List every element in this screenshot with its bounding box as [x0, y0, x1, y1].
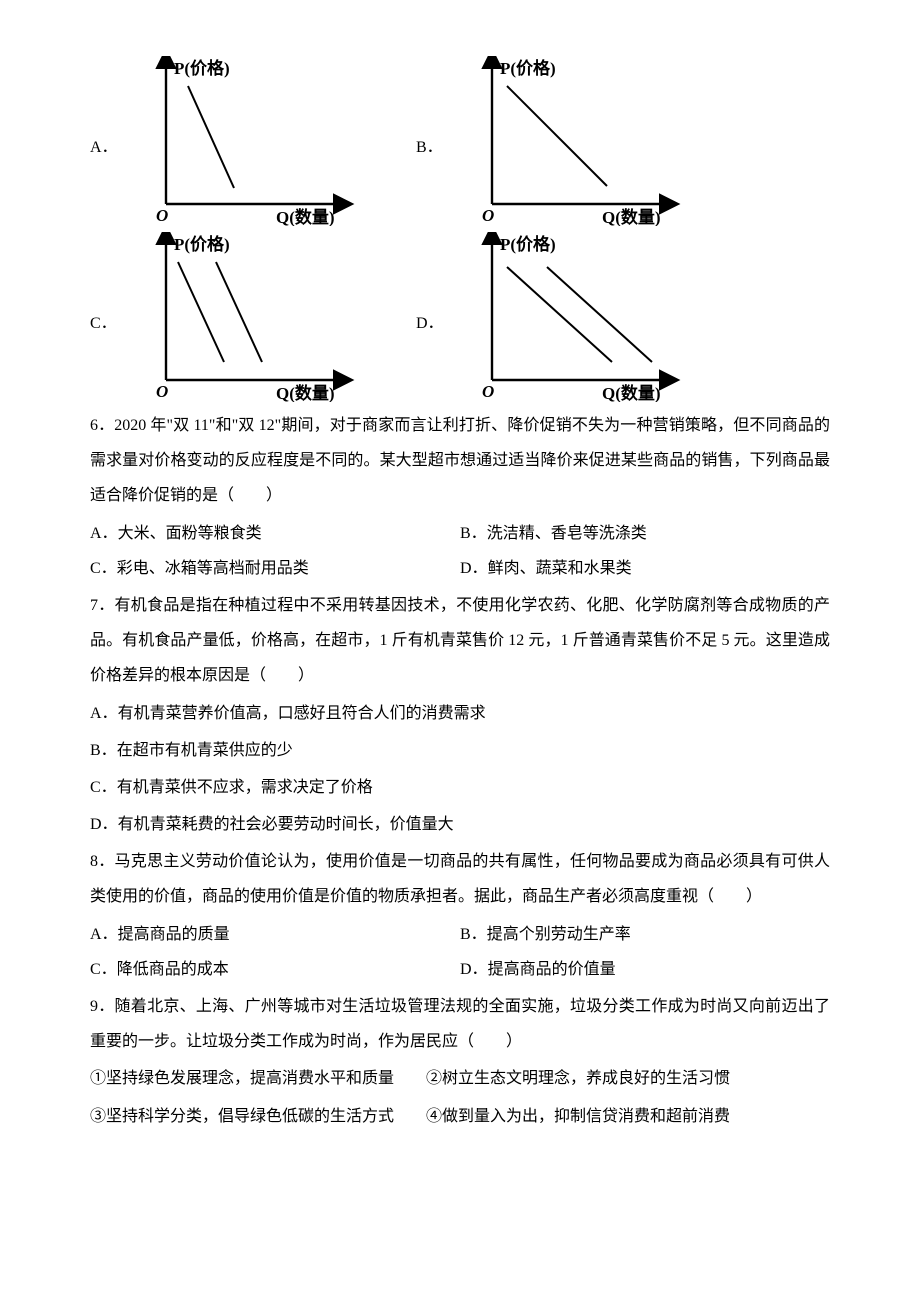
- axis-x-label: Q(数量): [602, 207, 661, 226]
- q6-text: 6．2020 年"双 11"和"双 12"期间，对于商家而言让利打折、降价促销不…: [90, 408, 830, 514]
- q9-text: 9．随着北京、上海、广州等城市对生活垃圾管理法规的全面实施，垃圾分类工作成为时尚…: [90, 989, 830, 1059]
- q8-text: 8．马克思主义劳动价值论认为，使用价值是一切商品的共有属性，任何物品要成为商品必…: [90, 844, 830, 914]
- origin-label: O: [156, 382, 168, 401]
- axis-y-label: P(价格): [500, 58, 556, 78]
- q6-options: A．大米、面粉等粮食类 B．洗洁精、香皂等洗涤类: [90, 516, 830, 551]
- q6-options-2: C．彩电、冰箱等高档耐用品类 D．鲜肉、蔬菜和水果类: [90, 551, 830, 586]
- axis-x-label: Q(数量): [276, 207, 335, 226]
- chart-option-a-label: A．: [90, 56, 126, 165]
- q8-options-2: C．降低商品的成本 D．提高商品的价值量: [90, 952, 830, 987]
- origin-label: O: [482, 382, 494, 401]
- chart-option-d-label: D．: [416, 232, 452, 341]
- axis-y-label: P(价格): [500, 234, 556, 254]
- chart-option-c-label: C．: [90, 232, 126, 341]
- q8-opt-a: A．提高商品的质量: [90, 926, 230, 943]
- q8-options: A．提高商品的质量 B．提高个别劳动生产率: [90, 917, 830, 952]
- q9-stmts-12: ①坚持绿色发展理念，提高消费水平和质量 ②树立生态文明理念，养成良好的生活习惯: [90, 1061, 830, 1096]
- chart-option-b-label: B．: [416, 56, 452, 165]
- q8-opt-b: B．提高个别劳动生产率: [460, 926, 631, 943]
- chart-a: P(价格) O Q(数量): [126, 56, 356, 226]
- q7-opt-b: B．在超市有机青菜供应的少: [90, 733, 830, 768]
- axis-x-label: Q(数量): [602, 383, 661, 402]
- q8-opt-c: C．降低商品的成本: [90, 961, 229, 978]
- chart-c: P(价格) O Q(数量): [126, 232, 356, 402]
- chart-d: P(价格) O Q(数量): [452, 232, 682, 402]
- origin-label: O: [482, 206, 494, 225]
- q9-stmts-34: ③坚持科学分类，倡导绿色低碳的生活方式 ④做到量入为出，抑制信贷消费和超前消费: [90, 1099, 830, 1134]
- q7-text: 7．有机食品是指在种植过程中不采用转基因技术，不使用化学农药、化肥、化学防腐剂等…: [90, 588, 830, 694]
- q6-opt-a: A．大米、面粉等粮食类: [90, 525, 262, 542]
- q6-opt-b: B．洗洁精、香皂等洗涤类: [460, 525, 647, 542]
- q8-opt-d: D．提高商品的价值量: [460, 961, 616, 978]
- q7-opt-d: D．有机青菜耗费的社会必要劳动时间长，价值量大: [90, 807, 830, 842]
- origin-label: O: [156, 206, 168, 225]
- q7-opt-c: C．有机青菜供不应求，需求决定了价格: [90, 770, 830, 805]
- chart-b: P(价格) O Q(数量): [452, 56, 682, 226]
- q6-opt-c: C．彩电、冰箱等高档耐用品类: [90, 560, 309, 577]
- axis-y-label: P(价格): [174, 58, 230, 78]
- chart-row-2: C． P(价格) O Q(数量) D． P(价格) O Q(数量): [90, 232, 830, 402]
- axis-x-label: Q(数量): [276, 383, 335, 402]
- axis-y-label: P(价格): [174, 234, 230, 254]
- chart-row-1: A． P(价格) O Q(数量) B． P(价格) O Q(数量): [90, 56, 830, 226]
- q7-opt-a: A．有机青菜营养价值高，口感好且符合人们的消费需求: [90, 696, 830, 731]
- q6-opt-d: D．鲜肉、蔬菜和水果类: [460, 560, 632, 577]
